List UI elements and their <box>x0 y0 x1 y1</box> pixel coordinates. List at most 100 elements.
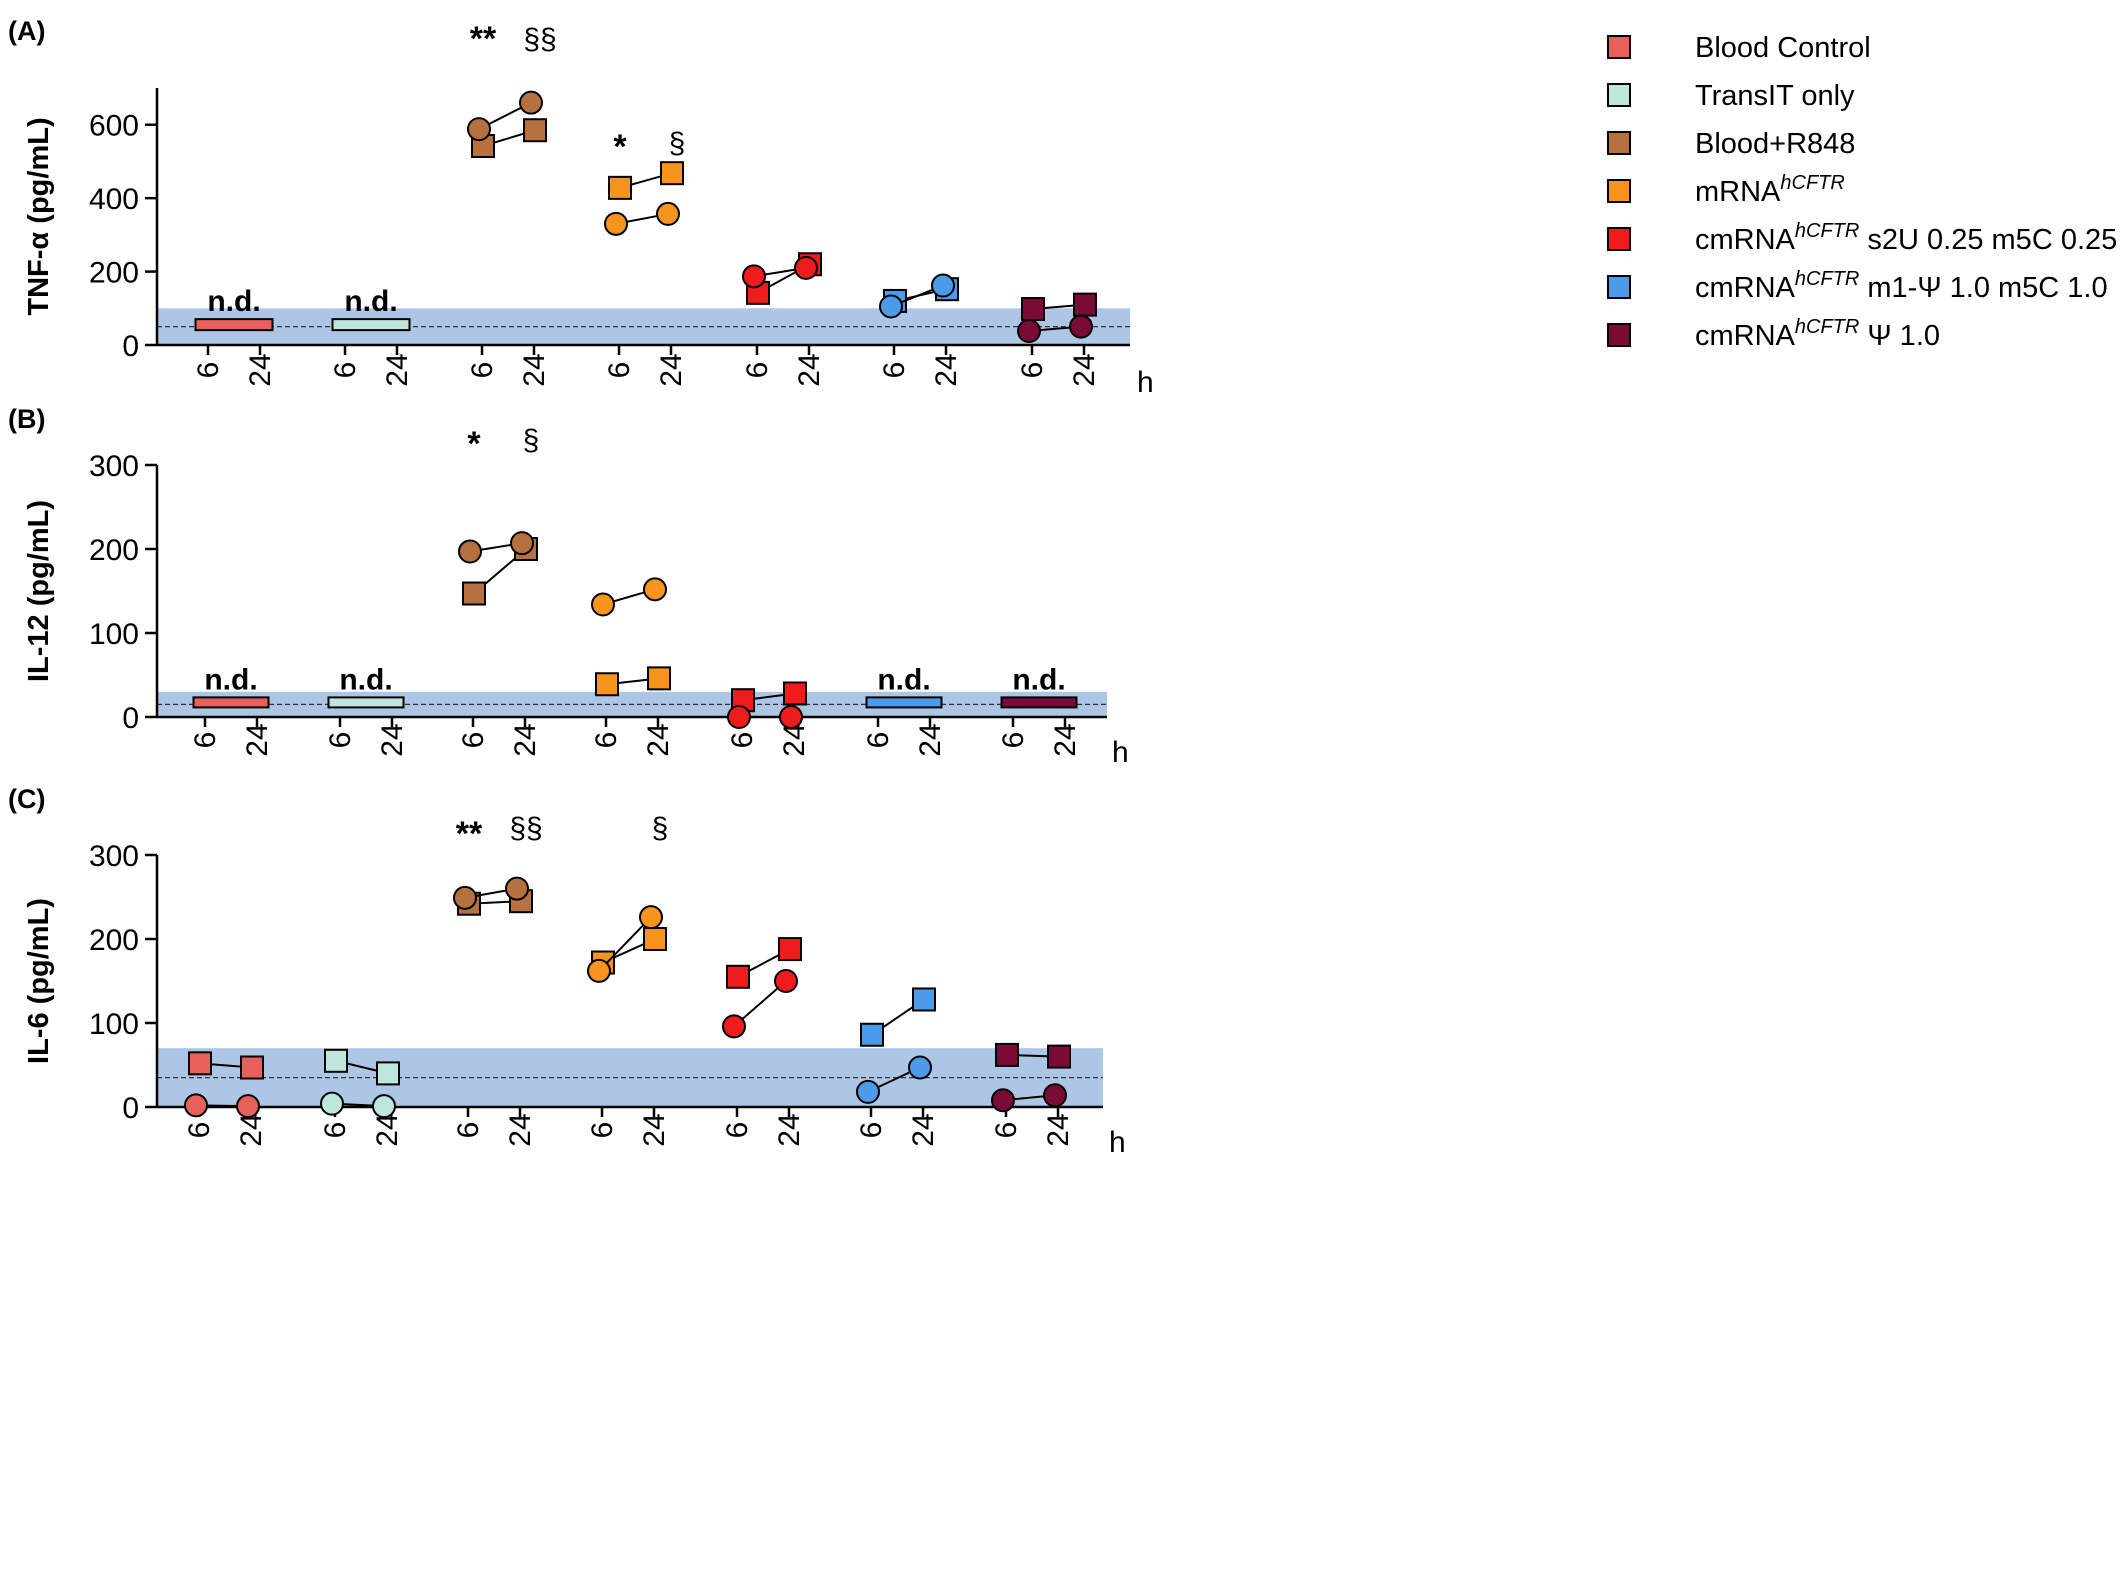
significance-24h: § <box>669 127 686 160</box>
circle-point <box>467 117 491 142</box>
circle-point <box>1017 319 1041 344</box>
circle-point <box>727 705 751 729</box>
x-tick-label: 24 <box>235 1113 268 1146</box>
y-tick-label: 200 <box>89 534 139 567</box>
x-tick-label: 24 <box>371 1113 404 1146</box>
x-tick-label: 24 <box>1068 353 1101 386</box>
square-point <box>1047 1044 1071 1069</box>
legend-swatch <box>1607 35 1631 59</box>
legend-swatch <box>1607 227 1631 251</box>
x-tick-label: 6 <box>878 362 911 379</box>
not-detected-label: n.d. <box>204 663 257 696</box>
not-detected-label: n.d. <box>207 285 260 318</box>
square-point <box>912 987 936 1012</box>
significance-24h: § <box>523 424 540 457</box>
circle-point <box>779 705 803 729</box>
x-tick-label: 6 <box>726 732 759 749</box>
square-point <box>643 927 667 951</box>
not-detected-label: n.d. <box>1012 663 1065 696</box>
square-point <box>188 1051 212 1076</box>
not-detected-bar <box>331 318 411 332</box>
x-tick-label: 6 <box>319 1122 352 1139</box>
legend-item: TransIT only <box>1607 80 1855 112</box>
x-tick-label: 24 <box>778 723 811 756</box>
legend: Blood Control TransIT only Blood+R848 mRNAh… <box>1607 32 2117 352</box>
y-tick-label: 100 <box>89 618 139 651</box>
y-tick-label: 0 <box>122 1092 139 1125</box>
significance-24h: §§ <box>523 23 556 56</box>
circle-point <box>591 592 615 617</box>
circle-point <box>587 958 611 983</box>
x-tick-label: 24 <box>504 1113 537 1146</box>
x-tick-label: 6 <box>603 362 636 379</box>
square-point <box>1073 292 1097 317</box>
x-tick-label: 24 <box>376 723 409 756</box>
circle-series-line <box>598 916 652 972</box>
circle-point <box>184 1093 208 1118</box>
circle-point <box>643 577 667 602</box>
legend-label: cmRNAhCFTR m1-Ψ 1.0 m5C 1.0 <box>1695 268 2108 304</box>
legend-swatch <box>1607 275 1631 299</box>
legend-label: Blood Control <box>1695 32 1871 64</box>
circle-point <box>236 1094 260 1119</box>
circle-point <box>604 211 628 236</box>
circle-point <box>458 539 482 564</box>
legend-swatch <box>1607 83 1631 107</box>
x-tick-label: 6 <box>721 1122 754 1139</box>
x-tick-label: 24 <box>1049 723 1082 756</box>
x-tick-label: 6 <box>586 1122 619 1139</box>
circle-point <box>320 1091 344 1116</box>
not-detected-bar <box>865 696 943 709</box>
chart-panel-1: (A) 0 200 400 600 TNF-α (pg/mL) h 6 24 n.d. 6 24 n.d… <box>8 16 1154 399</box>
y-tick-label: 100 <box>89 1008 139 1041</box>
not-detected-label: n.d. <box>344 285 397 318</box>
x-tick-label: 6 <box>452 1122 485 1139</box>
x-tick-label: 24 <box>1042 1113 1075 1146</box>
x-tick-label: 24 <box>773 1113 806 1146</box>
x-tick-label: 24 <box>655 353 688 386</box>
legend-label: TransIT only <box>1695 80 1855 112</box>
x-unit-label: h <box>1109 1126 1126 1159</box>
circle-point <box>453 885 477 910</box>
not-detected-bar <box>1000 696 1078 709</box>
circle-point <box>774 969 798 993</box>
panel-label: (B) <box>8 404 45 434</box>
x-tick-label: 6 <box>1016 362 1049 379</box>
circle-point <box>931 273 955 298</box>
legend-swatch <box>1607 323 1631 347</box>
circle-point <box>991 1088 1015 1113</box>
significance-6h: ** <box>456 815 483 853</box>
x-tick-label: 24 <box>518 353 551 386</box>
circle-point <box>1043 1083 1067 1108</box>
y-tick-label: 600 <box>89 110 139 143</box>
y-tick-label: 300 <box>89 450 139 483</box>
x-tick-label: 6 <box>990 1122 1023 1139</box>
x-tick-label: 6 <box>741 362 774 379</box>
y-tick-label: 0 <box>122 702 139 735</box>
circle-point <box>510 531 534 556</box>
legend-item: cmRNAhCFTR m1-Ψ 1.0 m5C 1.0 <box>1607 268 2108 304</box>
x-unit-label: h <box>1112 736 1129 769</box>
significance-24h: § <box>652 812 669 845</box>
x-tick-label: 24 <box>642 723 675 756</box>
square-point <box>240 1055 264 1080</box>
y-axis-title: IL-12 (pg/mL) <box>23 500 55 682</box>
x-tick-label: 6 <box>189 732 222 749</box>
x-tick-label: 6 <box>329 362 362 379</box>
square-point <box>324 1048 348 1073</box>
y-axis-title: TNF-α (pg/mL) <box>23 117 55 315</box>
x-tick-label: 24 <box>793 353 826 386</box>
circle-point <box>372 1094 396 1119</box>
x-unit-label: h <box>1137 366 1154 399</box>
circle-point <box>879 294 903 319</box>
legend-label: cmRNAhCFTR s2U 0.25 m5C 0.25 <box>1695 220 2117 256</box>
y-tick-label: 0 <box>122 330 139 363</box>
square-point <box>860 1022 884 1047</box>
significance-6h: ** <box>470 20 497 58</box>
chart-panel-3: (C) 0 100 200 300 IL-6 (pg/mL) h 6 24 6 24 6 24 ** §§ 6… <box>8 784 1126 1159</box>
x-tick-label: 24 <box>930 353 963 386</box>
circle-point <box>742 264 766 289</box>
circle-point <box>505 876 529 901</box>
circle-point <box>1069 314 1093 339</box>
